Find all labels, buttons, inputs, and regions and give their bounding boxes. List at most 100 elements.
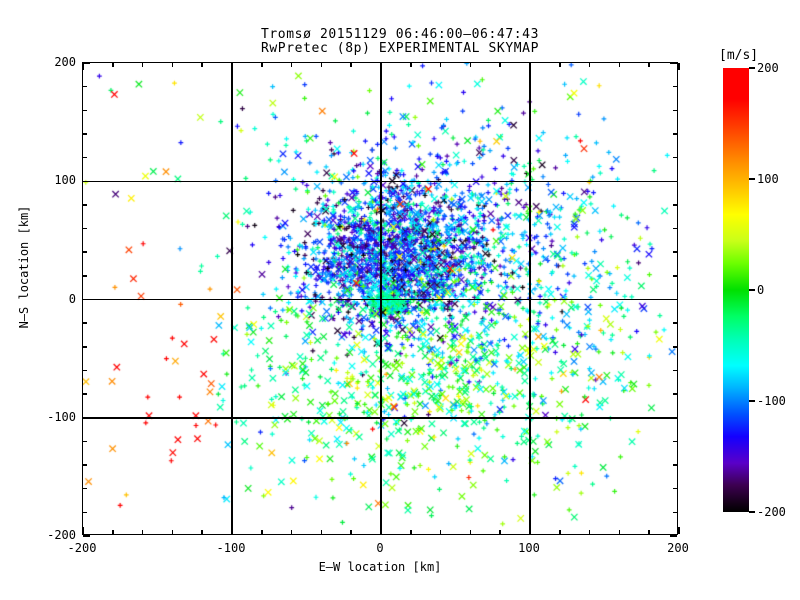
tick-mark (499, 530, 501, 534)
colorbar-tick (749, 67, 755, 69)
x-tick-label: -100 (216, 541, 246, 555)
tick-mark (171, 63, 174, 67)
tick-mark (648, 530, 650, 534)
tick-mark (290, 530, 293, 534)
colorbar-tick-label: -100 (757, 394, 786, 408)
figure-title-line-1: Tromsø 20151129 06:46:00–06:47:43 (260, 27, 540, 42)
figure-title-line-2: RwPretec (8p) EXPERIMENTAL SKYMAP (260, 41, 540, 56)
tick-mark (673, 227, 677, 230)
gridline-vertical (529, 63, 531, 534)
tick-mark (82, 527, 84, 534)
tick-mark (320, 530, 323, 534)
tick-mark (670, 535, 677, 537)
tick-mark (673, 393, 677, 395)
tick-mark (290, 63, 293, 67)
tick-mark (673, 156, 677, 159)
tick-mark (83, 156, 87, 159)
gridline-horizontal (83, 417, 677, 419)
tick-mark (618, 530, 621, 534)
y-tick-label: 0 (68, 291, 76, 306)
tick-mark (83, 204, 87, 206)
tick-mark (83, 109, 87, 112)
tick-mark (673, 322, 677, 324)
tick-mark (673, 464, 677, 466)
colorbar-tick-label: 0 (757, 283, 765, 297)
tick-mark (82, 63, 84, 70)
y-axis-title: N–S location [km] (17, 205, 31, 329)
tick-mark (83, 298, 90, 301)
gridline-vertical (231, 63, 233, 534)
tick-mark (673, 275, 677, 277)
tick-mark (83, 251, 87, 253)
x-axis-title: E–W location [km] (318, 560, 442, 574)
tick-mark (231, 63, 233, 70)
gridline-horizontal (83, 180, 677, 182)
colorbar-unit-label: [m/s] (719, 48, 759, 63)
tick-mark (112, 63, 114, 67)
tick-mark (83, 369, 87, 372)
tick-mark (618, 63, 621, 67)
tick-mark (499, 63, 501, 67)
tick-mark (670, 417, 677, 419)
tick-mark (469, 530, 472, 534)
y-tick-label: -100 (47, 409, 76, 424)
tick-mark (83, 227, 87, 230)
tick-mark (201, 63, 203, 67)
tick-mark (439, 63, 442, 67)
plot-area (82, 62, 680, 537)
y-tick-label: 200 (54, 55, 76, 69)
tick-mark (83, 487, 87, 490)
tick-mark (670, 62, 677, 64)
tick-mark (231, 527, 233, 534)
colorbar-tick-label: -200 (757, 505, 786, 519)
tick-mark (171, 530, 174, 534)
gridline-horizontal (83, 298, 677, 301)
tick-mark (410, 530, 412, 534)
tick-mark (673, 487, 677, 490)
x-tick-label: 100 (518, 541, 540, 555)
tick-mark (112, 530, 114, 534)
tick-mark (469, 63, 472, 67)
colorbar-tick-label: 200 (757, 61, 779, 75)
tick-mark (83, 62, 90, 64)
tick-mark (673, 133, 677, 135)
tick-mark (83, 440, 87, 443)
tick-mark (350, 530, 352, 534)
colorbar-tick (749, 511, 755, 513)
tick-mark (83, 346, 87, 348)
tick-mark (83, 393, 87, 395)
colorbar-gradient (723, 68, 749, 512)
tick-mark (261, 63, 263, 67)
y-tick-label: -200 (47, 528, 76, 542)
tick-mark (83, 322, 87, 324)
tick-mark (588, 63, 591, 67)
tick-mark (678, 63, 680, 70)
tick-mark (529, 527, 531, 534)
colorbar-tick (749, 400, 755, 402)
tick-mark (673, 346, 677, 348)
tick-mark (141, 63, 144, 67)
tick-mark (350, 63, 352, 67)
tick-mark (83, 180, 90, 182)
tick-mark (380, 63, 382, 70)
tick-mark (673, 369, 677, 372)
colorbar-tick-label: 100 (757, 172, 779, 186)
tick-mark (673, 204, 677, 206)
tick-mark (261, 530, 263, 534)
tick-mark (410, 63, 412, 67)
tick-mark (83, 464, 87, 466)
tick-mark (320, 63, 323, 67)
tick-mark (439, 530, 442, 534)
y-tick-label: 100 (54, 173, 76, 188)
tick-mark (648, 63, 650, 67)
colorbar-tick (749, 178, 755, 180)
tick-mark (83, 133, 87, 135)
tick-mark (673, 440, 677, 443)
x-tick-label: -200 (67, 541, 97, 555)
tick-mark (83, 511, 87, 514)
tick-mark (83, 85, 87, 88)
tick-mark (670, 180, 677, 182)
tick-mark (673, 511, 677, 514)
x-tick-label: 0 (376, 541, 384, 555)
tick-mark (83, 275, 87, 277)
